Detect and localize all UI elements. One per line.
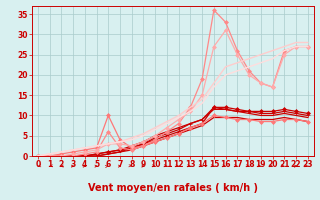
X-axis label: Vent moyen/en rafales ( km/h ): Vent moyen/en rafales ( km/h ) xyxy=(88,183,258,193)
